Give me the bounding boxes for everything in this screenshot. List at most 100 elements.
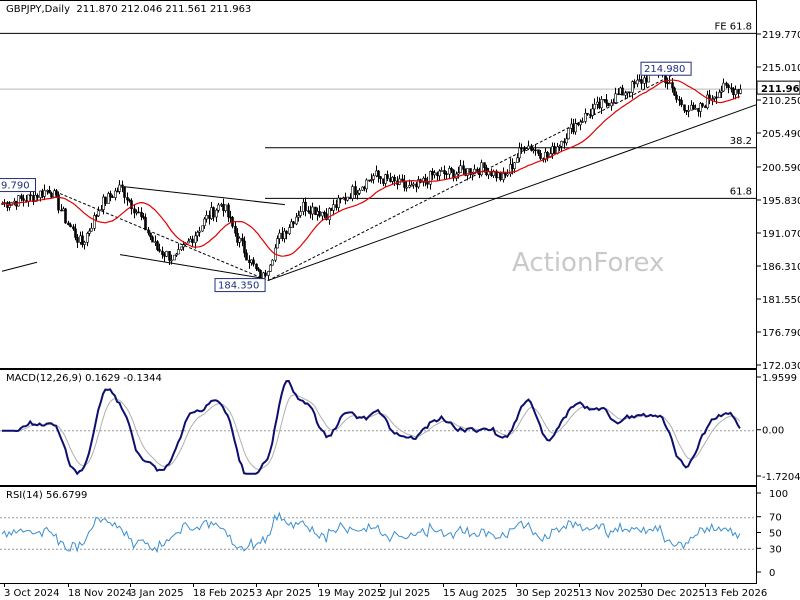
candle-body bbox=[133, 208, 136, 214]
candle-body bbox=[323, 211, 326, 215]
candle-body bbox=[354, 186, 357, 196]
candle-body bbox=[17, 195, 20, 207]
candle-body bbox=[476, 168, 479, 172]
candle-body bbox=[285, 230, 288, 234]
candle-body bbox=[356, 193, 359, 196]
candle-body bbox=[292, 221, 295, 225]
candle-body bbox=[227, 204, 230, 218]
candle-body bbox=[257, 268, 260, 271]
high-tag-box bbox=[640, 61, 692, 76]
candle-body bbox=[236, 232, 239, 243]
candle-body bbox=[57, 194, 60, 211]
price-axis-label: 219.770 bbox=[762, 30, 800, 41]
candle-body bbox=[671, 82, 674, 89]
uptrend-line bbox=[267, 104, 757, 282]
candle-body bbox=[358, 189, 361, 194]
candle-body bbox=[250, 259, 253, 263]
candle-body bbox=[187, 240, 190, 244]
candle-body bbox=[311, 206, 314, 215]
rsi-line bbox=[1, 511, 741, 554]
price-axis-label: 205.490 bbox=[762, 129, 800, 140]
candle-body bbox=[527, 145, 530, 149]
candle-body bbox=[574, 123, 577, 133]
candle-body bbox=[20, 195, 23, 200]
candle-body bbox=[600, 99, 603, 109]
candle-body bbox=[734, 89, 737, 96]
candle-body bbox=[217, 204, 220, 211]
fib-618-label: 61.8 bbox=[730, 186, 752, 197]
fe-618-label: FE 61.8 bbox=[714, 21, 752, 32]
candle-body bbox=[473, 168, 476, 174]
candle-body bbox=[278, 232, 281, 239]
candle-body bbox=[560, 140, 563, 147]
candle-body bbox=[516, 157, 519, 163]
price-axis-label: 172.030 bbox=[762, 361, 800, 372]
high-tag: 214.980 bbox=[644, 64, 685, 75]
rsi-title: RSI(14) 56.6799 bbox=[6, 490, 88, 501]
price-axis-label: 215.010 bbox=[762, 63, 800, 74]
candle-body bbox=[189, 238, 192, 242]
date-axis-label: 13 Nov 2025 bbox=[579, 588, 643, 599]
candle-body bbox=[74, 228, 77, 238]
candle-body bbox=[457, 172, 460, 175]
candle-body bbox=[673, 87, 676, 96]
candle-body bbox=[29, 194, 32, 197]
candle-body bbox=[351, 186, 354, 199]
candle-body bbox=[579, 121, 582, 126]
candle-body bbox=[269, 264, 272, 272]
date-axis-label: 30 Sep 2025 bbox=[516, 588, 579, 599]
candle-body bbox=[445, 173, 448, 175]
candle-body bbox=[701, 103, 704, 107]
rsi-pane[interactable]: RSI(14) 56.6799 bbox=[0, 486, 757, 584]
price-axis-label: 181.550 bbox=[762, 295, 800, 306]
rsi-axis-label: 100 bbox=[769, 489, 788, 500]
candle-body bbox=[177, 249, 180, 255]
macd-signal-line bbox=[2, 394, 741, 470]
candle-body bbox=[593, 103, 596, 110]
rsi-axis-label: 50 bbox=[769, 529, 782, 540]
macd-pane[interactable]: MACD(12,26,9) 0.1629 -0.1344 bbox=[0, 369, 757, 486]
candle-body bbox=[118, 184, 121, 192]
price-chart-pane[interactable]: FE 61.8 38.2 61.8 ActionForex 214.980 184.350… bbox=[0, 0, 757, 369]
candle-body bbox=[156, 241, 159, 250]
candle-body bbox=[612, 102, 615, 104]
candle-body bbox=[314, 206, 317, 215]
left-tag-box bbox=[0, 178, 36, 193]
candle-body bbox=[168, 251, 171, 261]
candle-body bbox=[222, 204, 225, 211]
candle-body bbox=[438, 170, 441, 177]
candle-body bbox=[90, 227, 93, 232]
candle-body bbox=[264, 272, 267, 276]
candle-body bbox=[191, 238, 194, 243]
candle-body bbox=[393, 176, 396, 182]
candle-body bbox=[297, 215, 300, 218]
candle-body bbox=[203, 218, 206, 227]
rsi-axis-label: 70 bbox=[769, 513, 782, 524]
candle-body bbox=[97, 210, 100, 217]
candle-body bbox=[410, 184, 413, 187]
rsi-axis-label: 30 bbox=[769, 544, 782, 555]
watermark: ActionForex bbox=[512, 248, 664, 278]
candle-body bbox=[180, 246, 183, 250]
candle-body bbox=[720, 90, 723, 93]
candle-body bbox=[79, 235, 82, 243]
candle-body bbox=[283, 230, 286, 239]
candle-body bbox=[126, 197, 129, 201]
candle-body bbox=[483, 162, 486, 169]
date-axis-label: 3 Oct 2024 bbox=[4, 588, 59, 599]
candle-body bbox=[137, 211, 140, 214]
candle-body bbox=[154, 241, 157, 243]
candle-body bbox=[163, 254, 166, 257]
candle-body bbox=[161, 250, 164, 255]
candle-body bbox=[727, 84, 730, 89]
candle-body bbox=[104, 196, 107, 204]
macd-main-line bbox=[2, 379, 741, 476]
candle-body bbox=[424, 177, 427, 182]
candle-body bbox=[518, 147, 521, 159]
candle-body bbox=[440, 170, 443, 172]
candle-body bbox=[111, 196, 114, 198]
date-axis-label: 18 Nov 2024 bbox=[68, 588, 132, 599]
candle-body bbox=[730, 87, 733, 90]
candle-body bbox=[64, 208, 67, 224]
candle-body bbox=[72, 226, 75, 230]
